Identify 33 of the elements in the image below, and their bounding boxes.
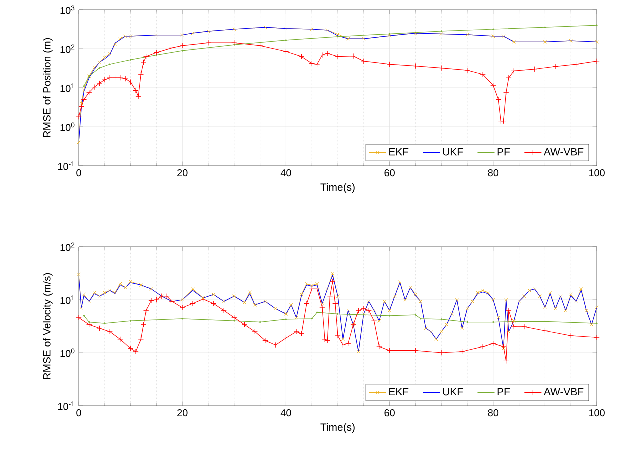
y-axis-title: RMSE of Velocity (m/s): [43, 273, 53, 380]
x-tick-label: 0: [76, 410, 82, 417]
legend-label: EKF: [390, 388, 409, 396]
y-tick-label: 10$^{2}$: [60, 44, 75, 54]
y-tick-label: 10$^{0}$: [60, 348, 75, 358]
x-tick-label: 100: [589, 410, 605, 417]
x-axis-title: Time(s): [320, 183, 355, 194]
x-tick-label: 40: [280, 170, 292, 177]
y-tick-label: 10$^{1}$: [60, 84, 75, 92]
x-tick-label: 80: [488, 410, 499, 417]
x-tick-label: 80: [488, 170, 499, 177]
y-tick-label: 10$^{-1}$: [58, 402, 75, 410]
legend-label: UKF: [443, 388, 464, 396]
x-tick-label: 60: [384, 170, 395, 177]
legend-label: PF: [498, 388, 510, 396]
legend-label: EKF: [390, 148, 409, 156]
y-tick-label: 10$^{-1}$: [58, 162, 75, 170]
y-axis-title: RMSE of Position (m): [43, 38, 53, 138]
y-tick-label: 10$^{1}$: [60, 296, 75, 304]
y-tick-label: 10$^{0}$: [60, 122, 75, 132]
x-tick-label: 100: [589, 170, 605, 177]
y-tick-label: 10$^{3}$: [60, 6, 75, 14]
x-tick-label: 40: [280, 410, 292, 417]
legend-label: AW-VBF: [544, 388, 584, 396]
x-tick-label: 60: [384, 410, 395, 417]
x-tick-label: 20: [178, 410, 188, 417]
y-tick-label: 10$^{2}$: [60, 242, 75, 252]
x-tick-label: 20: [178, 170, 188, 177]
x-tick-label: 0: [76, 170, 82, 177]
legend-label: UKF: [443, 148, 464, 156]
legend-label: PF: [498, 148, 510, 156]
x-axis-title: Time(s): [320, 423, 355, 434]
legend-label: AW-VBF: [544, 148, 584, 156]
